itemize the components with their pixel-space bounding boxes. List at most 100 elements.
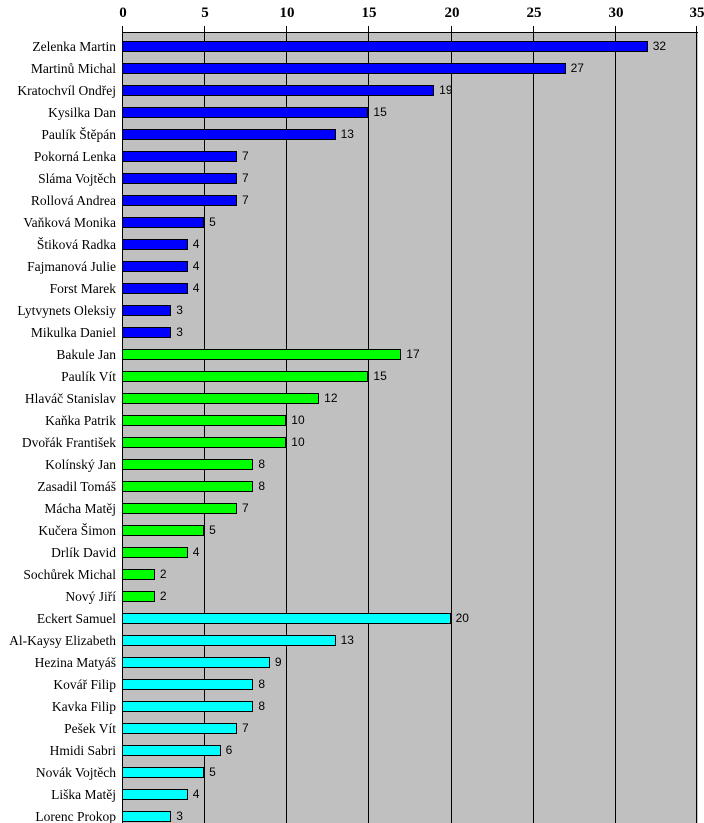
x-axis-tick-label: 20 — [444, 5, 460, 21]
value-label: 7 — [242, 193, 249, 207]
bar-cyan — [122, 679, 254, 690]
bar-cyan — [122, 767, 205, 778]
x-axis-tick-label: 0 — [119, 5, 127, 21]
category-label: Forst Marek — [49, 281, 116, 296]
category-label: Paulík Vít — [61, 369, 116, 384]
x-axis-tick-label: 35 — [689, 5, 704, 21]
category-label: Drlík David — [51, 545, 116, 560]
value-label: 4 — [192, 237, 200, 251]
value-label: 5 — [209, 765, 216, 779]
value-label: 10 — [291, 413, 305, 427]
category-label: Paulík Štěpán — [41, 127, 116, 142]
bar-blue — [122, 151, 237, 162]
x-axis-line — [122, 32, 698, 33]
x-axis-tick-label: 30 — [608, 5, 624, 21]
category-label: Pokorná Lenka — [33, 149, 116, 164]
value-label: 4 — [192, 259, 200, 273]
gridline — [533, 32, 534, 823]
value-label: 13 — [340, 127, 354, 141]
category-label: Sláma Vojtěch — [38, 171, 116, 186]
bar-blue — [122, 63, 566, 74]
value-label: 5 — [209, 523, 216, 537]
value-label: 8 — [258, 457, 266, 471]
bar-green — [122, 481, 254, 492]
x-axis-tick-mark — [286, 26, 287, 33]
category-label: Pešek Vít — [64, 721, 116, 736]
x-axis-tick-mark — [368, 26, 369, 33]
x-axis-tick-mark — [696, 26, 697, 33]
x-axis-tick-label: 10 — [279, 5, 295, 21]
bar-green — [122, 349, 402, 360]
bar-green — [122, 547, 188, 558]
bar-green — [122, 459, 254, 470]
bar-green — [122, 591, 155, 602]
bar-blue — [122, 195, 237, 206]
y-axis-line — [122, 32, 123, 823]
category-label: Kratochvíl Ondřej — [17, 83, 116, 98]
value-label: 6 — [225, 743, 233, 757]
category-label: Hezina Matyáš — [34, 655, 116, 670]
x-axis-tick-mark — [533, 26, 534, 33]
category-label: Lorenc Prokop — [35, 809, 116, 823]
value-label: 5 — [209, 215, 216, 229]
category-label: Kysilka Dan — [48, 105, 116, 120]
bar-cyan — [122, 745, 221, 756]
value-label: 12 — [324, 391, 338, 405]
value-label: 4 — [192, 787, 200, 801]
bar-blue — [122, 217, 205, 228]
category-label: Mikulka Daniel — [30, 325, 116, 340]
x-axis-tick-label: 5 — [201, 5, 209, 21]
bar-cyan — [122, 657, 270, 668]
value-label: 3 — [176, 303, 183, 317]
value-label: 4 — [192, 281, 200, 295]
gridline — [615, 32, 616, 823]
category-label: Rollová Andrea — [30, 193, 116, 208]
value-label: 15 — [373, 105, 387, 119]
category-label: Zelenka Martin — [32, 39, 116, 54]
category-label: Štiková Radka — [36, 237, 116, 252]
category-label: Kavka Filip — [51, 699, 116, 714]
value-label: 7 — [242, 721, 249, 735]
category-label: Nový Jiří — [65, 589, 116, 604]
category-label: Lytvynets Oleksiy — [17, 303, 116, 318]
value-label: 8 — [258, 479, 266, 493]
value-label: 7 — [242, 149, 249, 163]
category-label: Novák Vojtěch — [35, 765, 116, 780]
bar-blue — [122, 239, 188, 250]
value-label: 8 — [258, 699, 266, 713]
gridline — [204, 32, 205, 823]
bar-blue — [122, 327, 172, 338]
bar-green — [122, 393, 320, 404]
category-label: Liška Matěj — [51, 787, 116, 802]
bar-blue — [122, 283, 188, 294]
bar-blue — [122, 305, 172, 316]
gridline — [286, 32, 287, 823]
bar-cyan — [122, 789, 188, 800]
x-axis-tick-label: 15 — [361, 5, 377, 21]
value-label: 4 — [192, 545, 200, 559]
x-axis-tick-label: 25 — [526, 5, 542, 21]
bar-green — [122, 525, 205, 536]
bar-blue — [122, 261, 188, 272]
category-label: Bakule Jan — [56, 347, 116, 362]
value-label: 32 — [652, 39, 667, 53]
bar-blue — [122, 41, 648, 52]
bar-cyan — [122, 701, 254, 712]
gridline — [696, 32, 697, 823]
value-label: 3 — [176, 809, 183, 823]
value-label: 8 — [258, 677, 266, 691]
bar-blue — [122, 129, 336, 140]
value-label: 27 — [570, 61, 584, 75]
bar-cyan — [122, 723, 237, 734]
bar-green — [122, 415, 287, 426]
bar-blue — [122, 85, 435, 96]
value-label: 2 — [159, 567, 167, 581]
bar-blue — [122, 107, 369, 118]
bar-cyan — [122, 613, 451, 624]
category-label: Eckert Samuel — [36, 611, 116, 626]
x-axis-tick-mark — [204, 26, 205, 33]
value-label: 19 — [439, 83, 453, 97]
category-label: Kolínský Jan — [45, 457, 116, 472]
value-label: 7 — [242, 501, 249, 515]
